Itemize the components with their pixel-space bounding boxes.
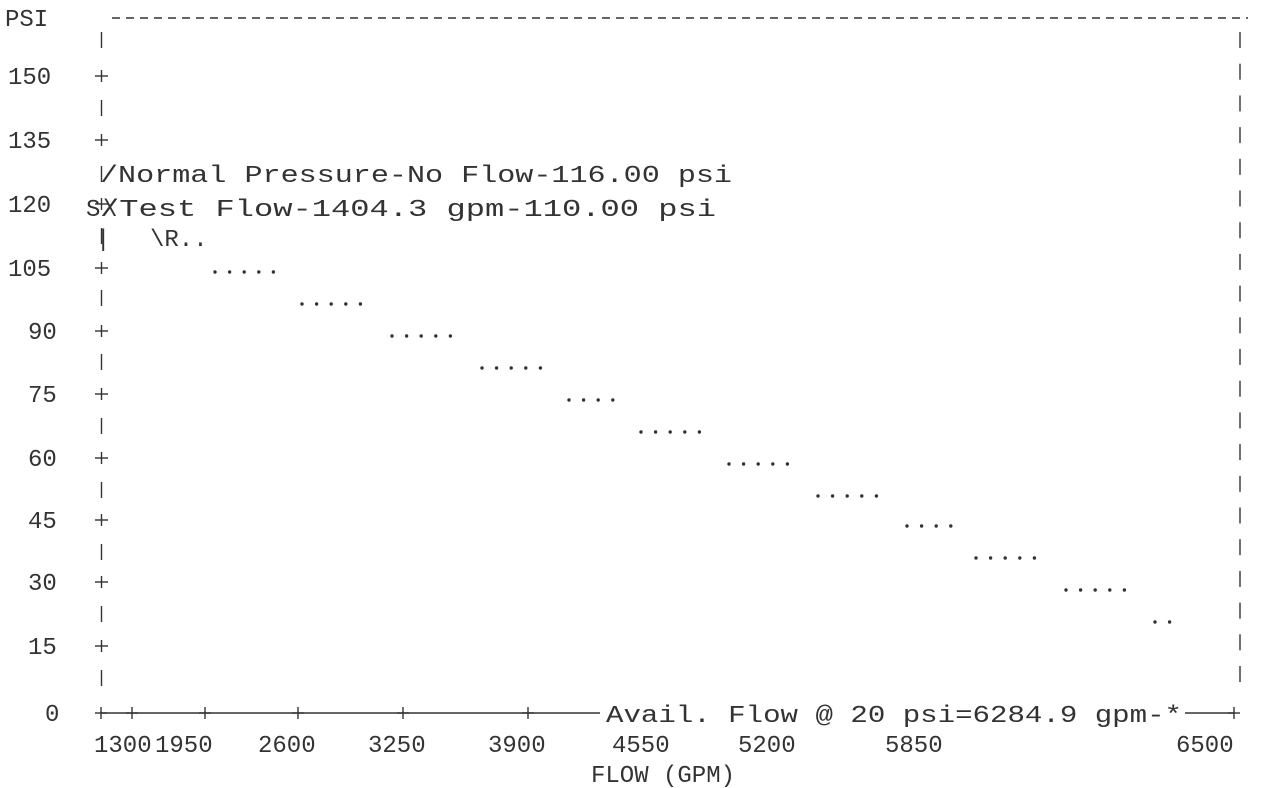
curve-point: [874, 494, 879, 498]
curve-point: [653, 430, 658, 434]
curve-point: [419, 334, 423, 338]
available-flow-text: Avail. Flow @ 20 psi=6284.9 gpm-*: [606, 703, 1182, 730]
curve-point: [816, 494, 820, 498]
test-flow-annotation: /Test Flow-1404.3 gpm-110.00 psi: [100, 197, 716, 224]
curve-point: [358, 302, 363, 306]
x-axis-ticks: 1300 1950 2600 3250 3900 4550 5200 5850 6500: [94, 707, 1234, 760]
y-tick-label: 30: [28, 571, 57, 598]
curve-point: [581, 398, 586, 402]
curve-point: [697, 430, 702, 434]
x-axis-title: FLOW (GPM): [591, 763, 735, 788]
curve-point: [567, 398, 571, 402]
pressure-curve: [213, 270, 1172, 624]
curve-point: [949, 524, 953, 528]
curve-point: [905, 524, 909, 528]
curve-point: [448, 334, 453, 338]
curve-point: [860, 494, 864, 498]
y-tick-label: 60: [28, 447, 57, 474]
curve-point: [404, 334, 409, 338]
curve-point: [314, 302, 319, 306]
curve-point: [494, 366, 499, 370]
x-tick-label: 3900: [488, 733, 546, 760]
curve-point: [1078, 588, 1083, 592]
curve-point: [1108, 588, 1112, 592]
curve-point: [344, 302, 348, 306]
y-tick-label: 0: [45, 702, 59, 729]
y-tick-label: 105: [8, 257, 51, 284]
static-marker-slash: \: [103, 197, 117, 224]
curve-point: [524, 366, 528, 370]
y-tick-label: 120: [8, 193, 51, 220]
curve-point: [974, 556, 978, 560]
y-axis-segment: |: [96, 227, 110, 254]
curve-point: [596, 398, 600, 402]
curve-point: [390, 334, 394, 338]
curve-point: [538, 366, 543, 370]
curve-point: [227, 270, 232, 274]
y-tick-label: 150: [8, 65, 51, 92]
curve-point: [639, 430, 643, 434]
curve-point: [329, 302, 333, 306]
curve-point: [300, 302, 304, 306]
curve-point: [845, 494, 849, 498]
curve-point: [611, 398, 615, 402]
curve-point: [1064, 588, 1068, 592]
curve-point: [509, 366, 513, 370]
x-tick-label: 2600: [258, 733, 316, 760]
curve-point: [830, 494, 835, 498]
y-tick-label: 135: [8, 129, 51, 156]
curve-point: [934, 524, 938, 528]
y-tick-label: 15: [28, 635, 57, 662]
x-tick-label: 4550: [612, 733, 670, 760]
curve-point: [1018, 556, 1022, 560]
x-tick-label: 3250: [368, 733, 426, 760]
curve-point: [242, 270, 246, 274]
curve-point: [668, 430, 672, 434]
curve-point: [1093, 588, 1097, 592]
residual-marker: \R..: [150, 227, 208, 254]
curve-point: [919, 524, 924, 528]
static-pressure-annotation: /Normal Pressure-No Flow-116.00 psi: [100, 163, 732, 190]
x-tick-label: 1300: [94, 733, 152, 760]
curve-point: [683, 430, 687, 434]
x-tick-label: 5200: [738, 733, 796, 760]
curve-point: [1003, 556, 1007, 560]
curve-point: [1153, 620, 1157, 624]
y-tick-label: 75: [28, 383, 57, 410]
curve-point: [727, 462, 731, 466]
x-tick-label: 6500: [1176, 733, 1234, 760]
curve-point: [785, 462, 790, 466]
curve-point: [213, 270, 217, 274]
curve-point: [434, 334, 438, 338]
curve-point: [1122, 588, 1127, 592]
curve-point: [271, 270, 276, 274]
x-tick-label: 1950: [155, 733, 213, 760]
curve-point: [988, 556, 993, 560]
curve-point: [257, 270, 261, 274]
static-marker: S: [86, 197, 100, 224]
y-tick-label: 45: [28, 509, 57, 536]
curve-point: [1167, 620, 1172, 624]
x-tick-label: 5850: [885, 733, 943, 760]
curve-point: [741, 462, 746, 466]
available-flow-annotation: Avail. Flow @ 20 psi=6284.9 gpm-*: [606, 703, 1240, 730]
curve-point: [1032, 556, 1037, 560]
curve-point: [771, 462, 775, 466]
y-axis-title: PSI: [5, 7, 48, 34]
y-tick-label: 90: [28, 320, 57, 347]
plot-frame: [112, 17, 1248, 682]
curve-point: [756, 462, 760, 466]
curve-point: [480, 366, 484, 370]
